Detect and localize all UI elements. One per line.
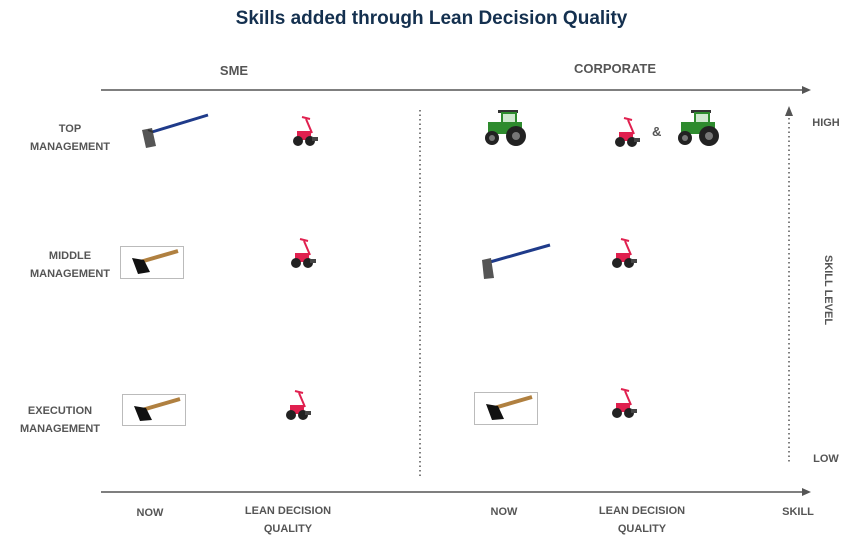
x-label-ldq-corp-line2: QUALITY xyxy=(617,523,667,535)
row-label-top: TOP MANAGEMENT xyxy=(20,120,120,156)
row-label-top-line2: MANAGEMENT xyxy=(29,141,111,153)
long-hoe-icon xyxy=(482,243,551,279)
cultivator-icon xyxy=(612,388,637,418)
cultivator-icon xyxy=(612,238,637,268)
tractor-icon xyxy=(678,110,719,146)
x-label-now-sme: NOW xyxy=(136,507,164,519)
x-label-now-corp: NOW xyxy=(490,506,518,518)
column-corporate: CORPORATE xyxy=(573,61,657,76)
short-hoe-icon xyxy=(132,249,179,274)
row-label-execution: EXECUTION MANAGEMENT xyxy=(5,402,115,438)
x-label-ldq-sme-line2: QUALITY xyxy=(263,523,313,535)
short-hoe-box xyxy=(120,246,184,279)
short-hoe-icon xyxy=(486,395,533,420)
row-label-middle-line1: MIDDLE xyxy=(48,250,92,262)
short-hoe-box xyxy=(122,394,186,426)
row-label-top-line1: TOP xyxy=(58,123,82,135)
page-title: Skills added through Lean Decision Quali… xyxy=(235,8,628,29)
x-label-skill: SKILL xyxy=(782,506,814,518)
x-label-ldq-sme: LEAN DECISION QUALITY xyxy=(238,502,338,538)
y-label-low: LOW xyxy=(813,453,839,465)
row-label-middle: MIDDLE MANAGEMENT xyxy=(15,247,125,283)
y-label-high: HIGH xyxy=(812,117,840,129)
row-label-middle-line2: MANAGEMENT xyxy=(29,268,111,280)
tractor-icon xyxy=(485,110,526,146)
x-label-ldq-sme-line1: LEAN DECISION xyxy=(244,505,332,517)
y-label-skill-level: SKILL LEVEL xyxy=(822,254,834,326)
long-hoe-icon xyxy=(142,113,209,148)
cultivator-icon xyxy=(615,117,640,147)
ampersand-text: & xyxy=(652,124,662,139)
cultivator-icon xyxy=(293,116,318,146)
short-hoe-box xyxy=(474,392,538,425)
x-label-ldq-corp: LEAN DECISION QUALITY xyxy=(592,502,692,538)
column-sme: SME xyxy=(219,63,249,78)
short-hoe-icon xyxy=(134,397,181,421)
cultivator-icon xyxy=(291,238,316,268)
x-label-ldq-corp-line1: LEAN DECISION xyxy=(598,505,686,517)
row-label-execution-line2: MANAGEMENT xyxy=(19,423,101,435)
cultivator-icon xyxy=(286,390,311,420)
row-label-execution-line1: EXECUTION xyxy=(27,405,93,417)
